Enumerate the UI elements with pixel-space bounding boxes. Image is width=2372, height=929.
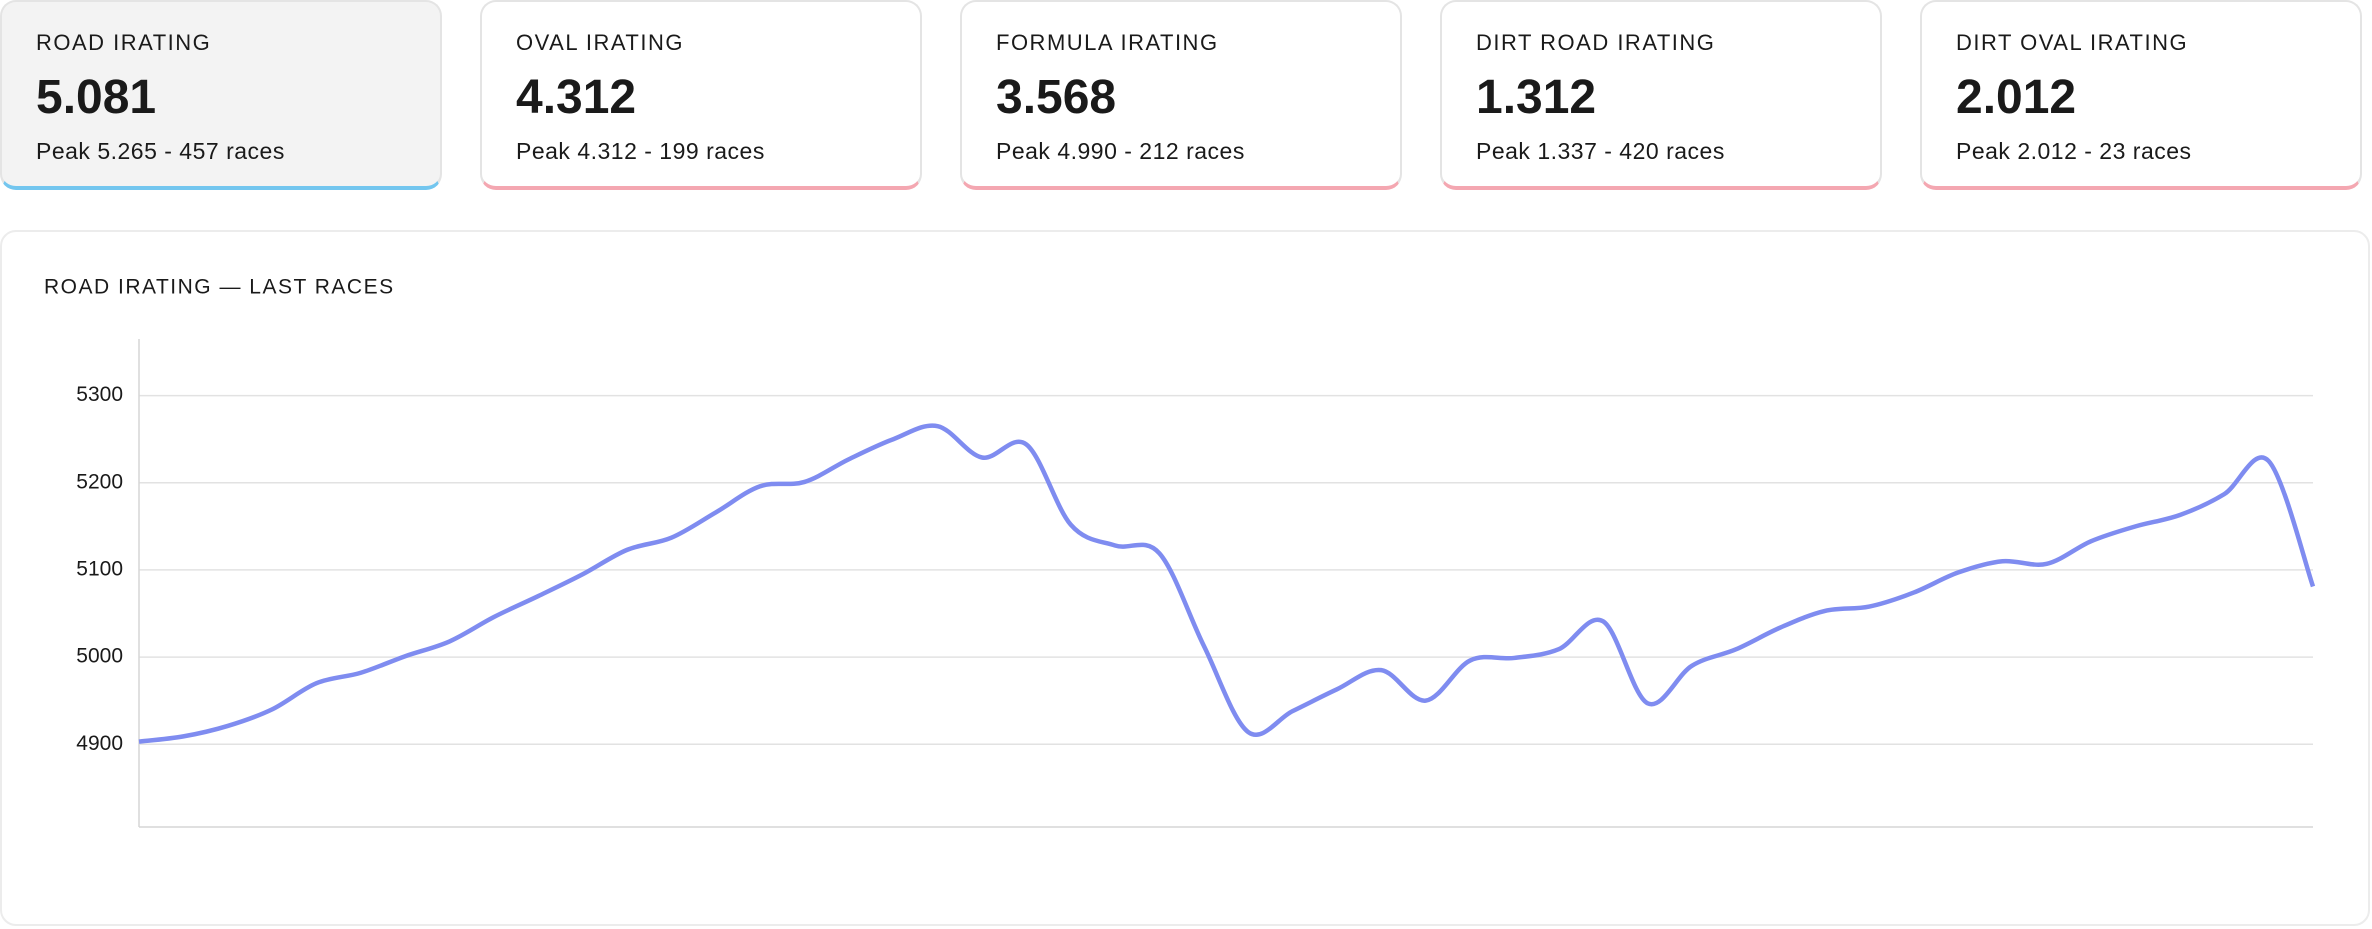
- card-detail: Peak 4.990 - 212 races: [996, 138, 1245, 164]
- card-value: 3.568: [996, 71, 1117, 124]
- rating-card[interactable]: DIRT OVAL IRATING 2.012 Peak 2.012 - 23 ra…: [1920, 0, 2362, 190]
- y-tick-label: 5300: [76, 383, 123, 406]
- rating-card[interactable]: ROAD IRATING 5.081 Peak 5.265 - 457 races: [0, 0, 442, 190]
- card-label: FORMULA IRATING: [996, 30, 1219, 55]
- card-label: OVAL IRATING: [516, 30, 684, 55]
- rating-card[interactable]: OVAL IRATING 4.312 Peak 4.312 - 199 races: [480, 0, 922, 190]
- card-value: 5.081: [36, 71, 157, 124]
- y-tick-label: 5100: [76, 557, 123, 580]
- card-label: DIRT OVAL IRATING: [1956, 30, 2189, 55]
- y-tick-label: 4900: [76, 732, 123, 755]
- card-value: 4.312: [516, 71, 637, 124]
- card-label: ROAD IRATING: [36, 30, 212, 55]
- card-label: DIRT ROAD IRATING: [1476, 30, 1716, 55]
- rating-card[interactable]: FORMULA IRATING 3.568 Peak 4.990 - 212 rac…: [960, 0, 1402, 190]
- chart-title: ROAD IRATING — LAST RACES: [44, 276, 395, 299]
- y-tick-label: 5200: [76, 470, 123, 493]
- card-detail: Peak 5.265 - 457 races: [36, 138, 285, 164]
- chart-panel: ROAD IRATING — LAST RACES 4900 5000 5100 52…: [0, 230, 2370, 926]
- card-row: ROAD IRATING 5.081 Peak 5.265 - 457 races O…: [0, 0, 2372, 200]
- line: [138, 423, 2316, 744]
- y-tick-label: 5000: [76, 645, 123, 668]
- card-value: 1.312: [1476, 71, 1597, 124]
- card-detail: Peak 1.337 - 420 races: [1476, 138, 1725, 164]
- card-detail: Peak 2.012 - 23 races: [1956, 138, 2192, 164]
- rating-card[interactable]: DIRT ROAD IRATING 1.312 Peak 1.337 - 420 r…: [1440, 0, 1882, 190]
- card-value: 2.012: [1956, 71, 2077, 124]
- chart: ROAD IRATING — LAST RACES 4900 5000 5100 52…: [44, 276, 2316, 828]
- card-detail: Peak 4.312 - 199 races: [516, 138, 765, 164]
